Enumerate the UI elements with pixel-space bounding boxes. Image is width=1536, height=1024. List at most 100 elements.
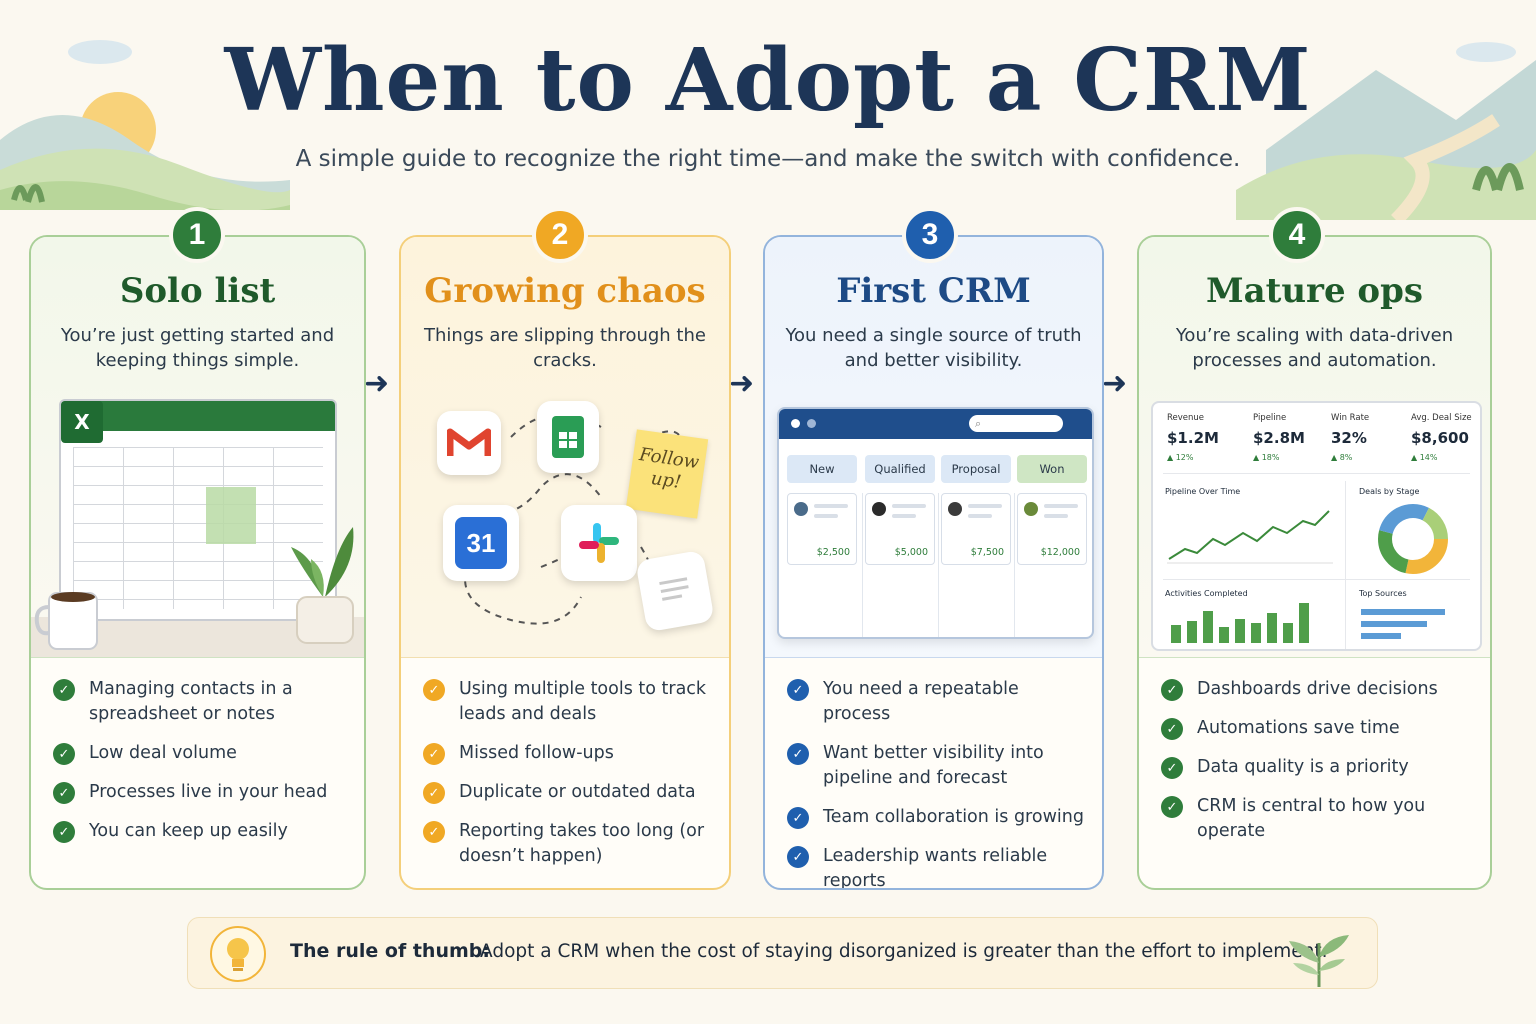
list-item: ✓ Processes live in your head: [53, 780, 346, 805]
page-subtitle: A simple guide to recognize the right ti…: [295, 146, 1241, 172]
lightbulb-icon: [210, 926, 266, 982]
landscape-right-illustration: [1236, 42, 1536, 220]
check-icon: ✓: [53, 782, 75, 804]
spreadsheet-illustration: X: [59, 399, 337, 621]
arrow-right-icon: ➜: [1102, 366, 1128, 401]
rule-text: Adopt a CRM when the cost of staying dis…: [480, 941, 1328, 962]
kpi-tile: Avg. Deal Size $8,600 ▲ 14%: [1411, 413, 1472, 462]
check-icon: ✓: [423, 821, 445, 843]
rule-of-thumb-banner: The rule of thumb: Adopt a CRM when the …: [187, 917, 1378, 989]
list-item: ✓ Reporting takes too long (or doesn’t ha…: [423, 819, 711, 869]
rule-label: The rule of thumb:: [290, 940, 490, 962]
doc-icon: [635, 549, 715, 633]
stage-number-badge: 2: [532, 207, 588, 263]
panel-title: Top Sources: [1359, 589, 1407, 598]
stage-checklist: ✓ Using multiple tools to track leads and…: [423, 677, 711, 883]
card-illustration-area: Mature ops You’re scaling with data-driv…: [1139, 237, 1490, 657]
arrow-right-icon: ➜: [364, 366, 390, 401]
up-arrow-icon: ▲: [1411, 453, 1420, 462]
list-item: ✓ Team collaboration is growing: [787, 805, 1084, 830]
deal-card: $5,000: [865, 493, 935, 565]
check-icon: ✓: [787, 846, 809, 868]
stage-checklist: ✓ Managing contacts in a spreadsheet or n…: [53, 677, 346, 858]
list-item: ✓ Automations save time: [1161, 716, 1472, 741]
up-arrow-icon: ▲: [1253, 453, 1262, 462]
stage-description: Things are slipping through the cracks.: [424, 325, 706, 371]
kpi-tile: Win Rate 32% ▲ 8%: [1331, 413, 1370, 462]
up-arrow-icon: ▲: [1331, 453, 1340, 462]
check-icon: ✓: [423, 743, 445, 765]
kpi-tile: Pipeline $2.8M ▲ 18%: [1253, 413, 1305, 462]
stage-description: You need a single source of truth and be…: [785, 325, 1082, 371]
list-item: ✓ CRM is central to how you operate: [1161, 794, 1472, 844]
card-illustration-area: First CRM You need a single source of tr…: [765, 237, 1102, 657]
stage-title: Solo list: [119, 271, 276, 311]
stage-checklist: ✓ You need a repeatable process ✓ Want bet…: [787, 677, 1084, 888]
analytics-dashboard: Revenue $1.2M ▲ 12% Pipeline $2.8M ▲ 18%…: [1151, 401, 1482, 651]
check-icon: ✓: [53, 821, 75, 843]
list-item: ✓ Managing contacts in a spreadsheet or n…: [53, 677, 346, 727]
panel-title: Deals by Stage: [1359, 487, 1420, 496]
coffee-mug-icon: [34, 592, 98, 650]
deal-card: $2,500: [787, 493, 857, 565]
slack-icon: [561, 505, 637, 581]
arrow-right-icon: ➜: [729, 366, 755, 401]
list-item: ✓ Want better visibility into pipeline an…: [787, 741, 1084, 791]
deal-card: $7,500: [941, 493, 1011, 565]
gmail-icon: [437, 411, 501, 475]
check-icon: ✓: [787, 679, 809, 701]
list-item: ✓ You can keep up easily: [53, 819, 346, 844]
horizontal-bar-graphic: [1361, 609, 1445, 639]
check-icon: ✓: [53, 743, 75, 765]
stage-card-growing-chaos: Growing chaos Things are slipping throug…: [399, 235, 731, 890]
list-item: ✓ Using multiple tools to track leads and…: [423, 677, 711, 727]
bar-chart-graphic: [1171, 603, 1309, 643]
stage-number-badge: 4: [1269, 207, 1325, 263]
sheets-icon: [537, 401, 599, 473]
pipeline-column: Proposal $7,500: [941, 455, 1011, 565]
panel-title: Activities Completed: [1165, 589, 1248, 598]
landscape-left-illustration: [0, 40, 290, 210]
deal-card: $12,000: [1017, 493, 1087, 565]
calendar-icon: 31: [443, 505, 519, 581]
list-item: ✓ Data quality is a priority: [1161, 755, 1472, 780]
stage-checklist: ✓ Dashboards drive decisions ✓ Automations…: [1161, 677, 1472, 858]
check-icon: ✓: [1161, 757, 1183, 779]
search-input: ⌕: [969, 415, 1063, 432]
card-illustration-area: Solo list You’re just getting started an…: [31, 237, 364, 657]
check-icon: ✓: [53, 679, 75, 701]
follow-up-sticky-note: Follow up!: [625, 429, 709, 519]
check-icon: ✓: [423, 679, 445, 701]
list-item: ✓ Dashboards drive decisions: [1161, 677, 1472, 702]
potted-plant-icon: [291, 527, 354, 644]
list-item: ✓ You need a repeatable process: [787, 677, 1084, 727]
check-icon: ✓: [1161, 718, 1183, 740]
crm-pipeline-window: ⌕ New $2,500 Qualified $5,000 Proposal $…: [777, 407, 1094, 639]
excel-icon: X: [61, 401, 103, 443]
list-item: ✓ Missed follow-ups: [423, 741, 711, 766]
pipeline-column: New $2,500: [787, 455, 857, 565]
check-icon: ✓: [787, 743, 809, 765]
pipeline-column: Won $12,000: [1017, 455, 1087, 565]
stage-description: You’re scaling with data-driven processe…: [1175, 325, 1454, 371]
stage-description: You’re just getting started and keeping …: [60, 325, 335, 371]
kpi-tile: Revenue $1.2M ▲ 12%: [1167, 413, 1219, 462]
check-icon: ✓: [1161, 796, 1183, 818]
line-chart-graphic: [1167, 510, 1333, 564]
leaf-sprig-icon: [1289, 935, 1349, 987]
stage-card-solo-list: Solo list You’re just getting started an…: [29, 235, 366, 890]
list-item: ✓ Low deal volume: [53, 741, 346, 766]
list-item: ✓ Leadership wants reliable reports: [787, 844, 1084, 888]
card-illustration-area: Growing chaos Things are slipping throug…: [401, 237, 729, 657]
panel-title: Pipeline Over Time: [1165, 487, 1241, 496]
check-icon: ✓: [787, 807, 809, 829]
stage-title: Growing chaos: [424, 271, 706, 311]
check-icon: ✓: [423, 782, 445, 804]
page-title: When to Adopt a CRM: [224, 30, 1312, 131]
stage-title: Mature ops: [1205, 271, 1424, 311]
stage-number-badge: 3: [902, 207, 958, 263]
stage-title: First CRM: [836, 271, 1031, 311]
donut-chart-graphic: [1378, 504, 1448, 574]
pipeline-column: Qualified $5,000: [865, 455, 935, 565]
stage-number-badge: 1: [169, 207, 225, 263]
